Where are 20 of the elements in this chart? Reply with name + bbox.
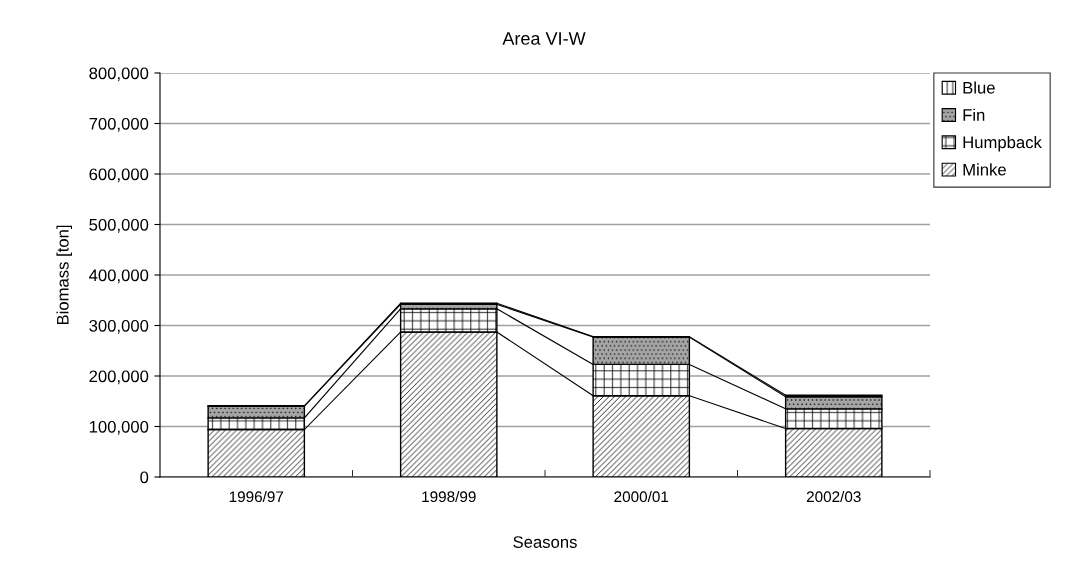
y-tick-label: 600,000 [89,168,149,183]
x-tick-label: 2002/03 [806,490,861,503]
y-tick-label: 500,000 [89,218,149,233]
x-tick-label: 1998/99 [422,490,476,503]
y-tick-label: 200,000 [89,370,149,385]
chart-title: Area VI-W [502,32,586,45]
y-tick-label: 700,000 [89,117,149,132]
y-axis-title: Biomass [ton] [56,225,72,325]
legend-label: Humpback [963,136,1042,152]
y-tick-label: 300,000 [89,319,149,334]
legend-label: Fin [963,108,985,121]
legend-label: Minke [963,163,1006,176]
legend-label: Blue [963,81,995,94]
y-tick-label: 400,000 [89,269,149,284]
y-tick-label: 800,000 [89,67,149,82]
y-tick-label: 100,000 [89,420,149,435]
y-tick-label: 0 [140,471,149,484]
x-tick-label: 2000/01 [614,490,669,503]
x-axis-title: Seasons [513,536,577,548]
x-tick-label: 1996/97 [229,490,284,503]
